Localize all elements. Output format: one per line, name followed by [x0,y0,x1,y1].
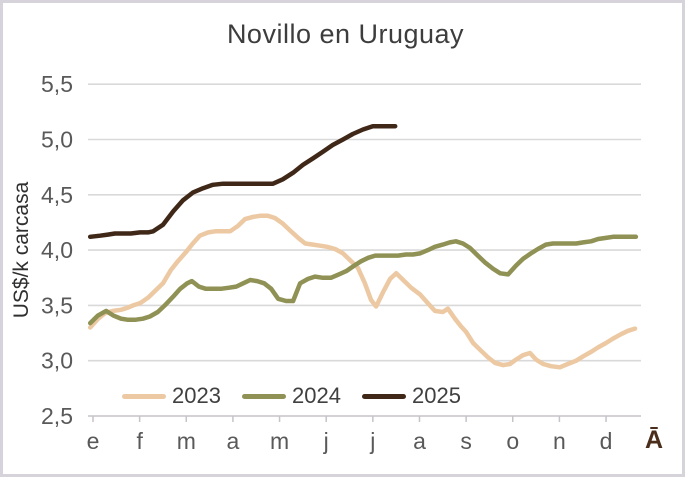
x-tick-label: o [506,428,519,454]
y-tick-label: 3,5 [41,292,73,318]
x-tick-label: m [270,428,289,454]
series-line-2023 [87,213,638,370]
series-line-2025 [87,123,398,240]
y-tick-label: 3,0 [41,348,73,374]
x-tick-label: j [369,428,375,454]
x-tick-label: f [136,428,143,454]
y-tick-label: 5,0 [41,127,73,153]
x-tick-label: m [177,428,196,454]
x-tick-label: d [600,428,613,454]
x-tick-label: n [553,428,566,454]
y-tick-label: 4,5 [41,182,73,208]
y-tick-label: 2,5 [41,403,73,429]
x-tick-label: e [87,428,100,454]
x-tick-label: s [460,428,472,454]
chart-title: Novillo en Uruguay [226,19,465,49]
x-axis-trailing-label: Ā [644,426,664,454]
y-tick-label: 4,0 [41,237,73,263]
x-tick-label: j [323,428,329,454]
x-tick-label: a [413,428,426,454]
x-tick-label: a [227,428,240,454]
plot-area: 2,5 3,0 3,5 4,0 4,5 5,0 5,5 e f m a m j j a s o n d [41,71,641,454]
series-line-2024 [87,234,639,326]
y-tick-label: 5,5 [41,71,73,97]
